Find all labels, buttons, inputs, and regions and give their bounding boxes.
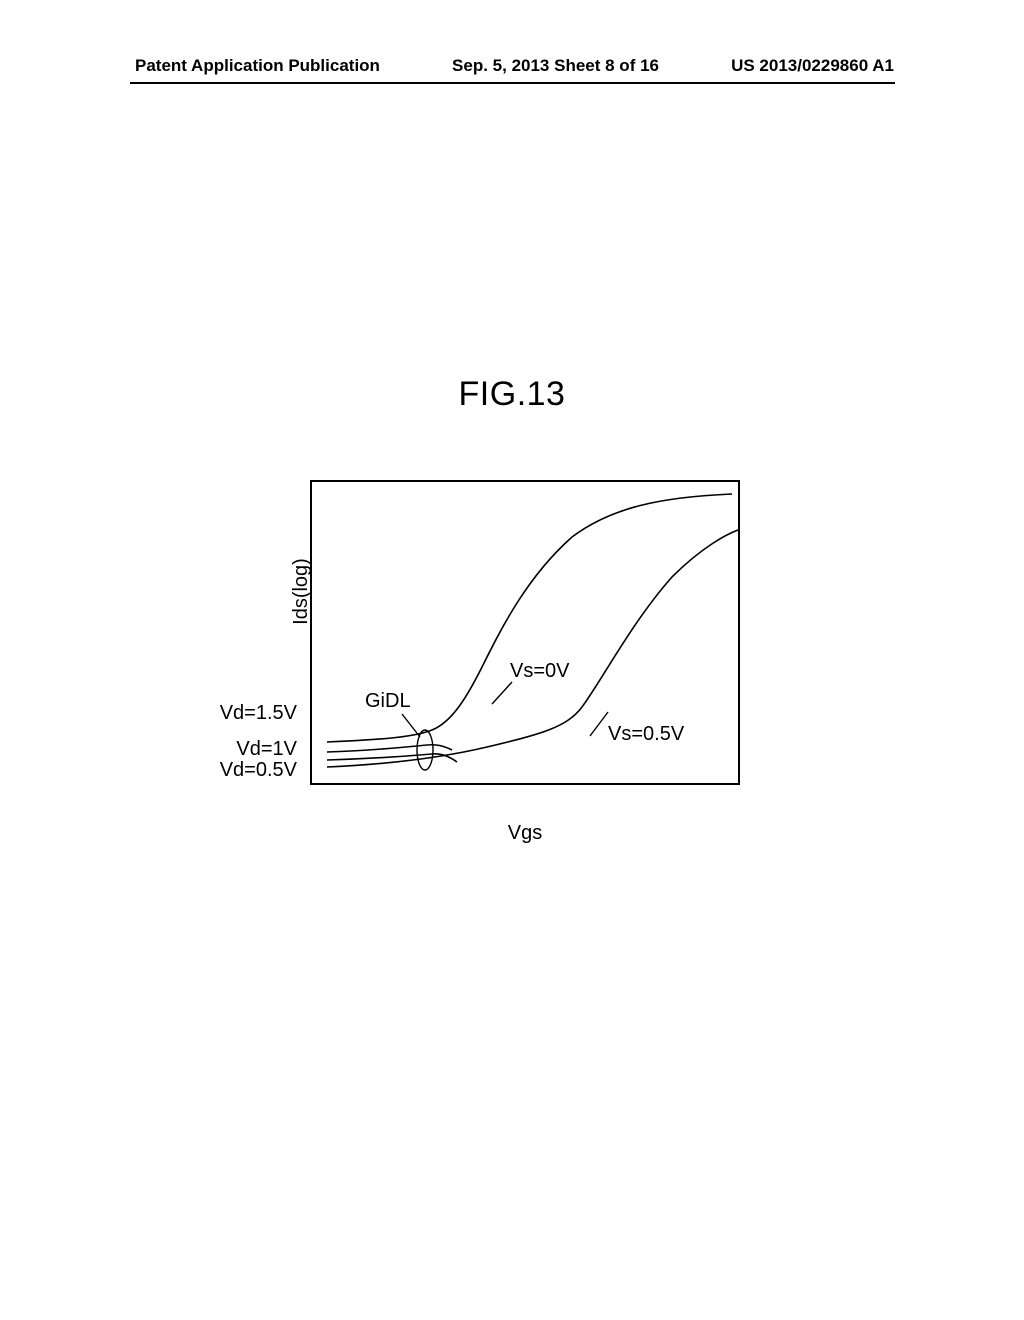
page: Patent Application Publication Sep. 5, 2… <box>0 0 1024 1320</box>
vs05-leader <box>590 712 608 736</box>
label-vs-0v: Vs=0V <box>510 660 569 683</box>
header-publication: Patent Application Publication <box>135 56 380 76</box>
label-vs-0-5v: Vs=0.5V <box>608 723 684 746</box>
vs0-leader <box>492 682 512 704</box>
figure-title: FIG.13 <box>0 375 1024 414</box>
label-vd-0-5v: Vd=0.5V <box>192 759 297 782</box>
label-gidl: GiDL <box>365 690 411 713</box>
gidl-circle <box>417 730 433 770</box>
label-vd-1v: Vd=1V <box>192 738 297 761</box>
header-pub-number: US 2013/0229860 A1 <box>731 56 894 76</box>
y-axis-label: Ids(log) <box>290 558 313 625</box>
chart-container: Ids(log) Vgs Vd=1.5V Vd=1V Vd=0.5V GiDL … <box>310 480 740 820</box>
header-date-sheet: Sep. 5, 2013 Sheet 8 of 16 <box>452 56 659 76</box>
gidl-leader <box>402 714 420 737</box>
x-axis-label: Vgs <box>310 822 740 845</box>
page-header: Patent Application Publication Sep. 5, 2… <box>0 56 1024 76</box>
label-vd-1-5v: Vd=1.5V <box>192 702 297 725</box>
header-rule <box>130 82 895 84</box>
curve-vd05 <box>327 754 457 762</box>
